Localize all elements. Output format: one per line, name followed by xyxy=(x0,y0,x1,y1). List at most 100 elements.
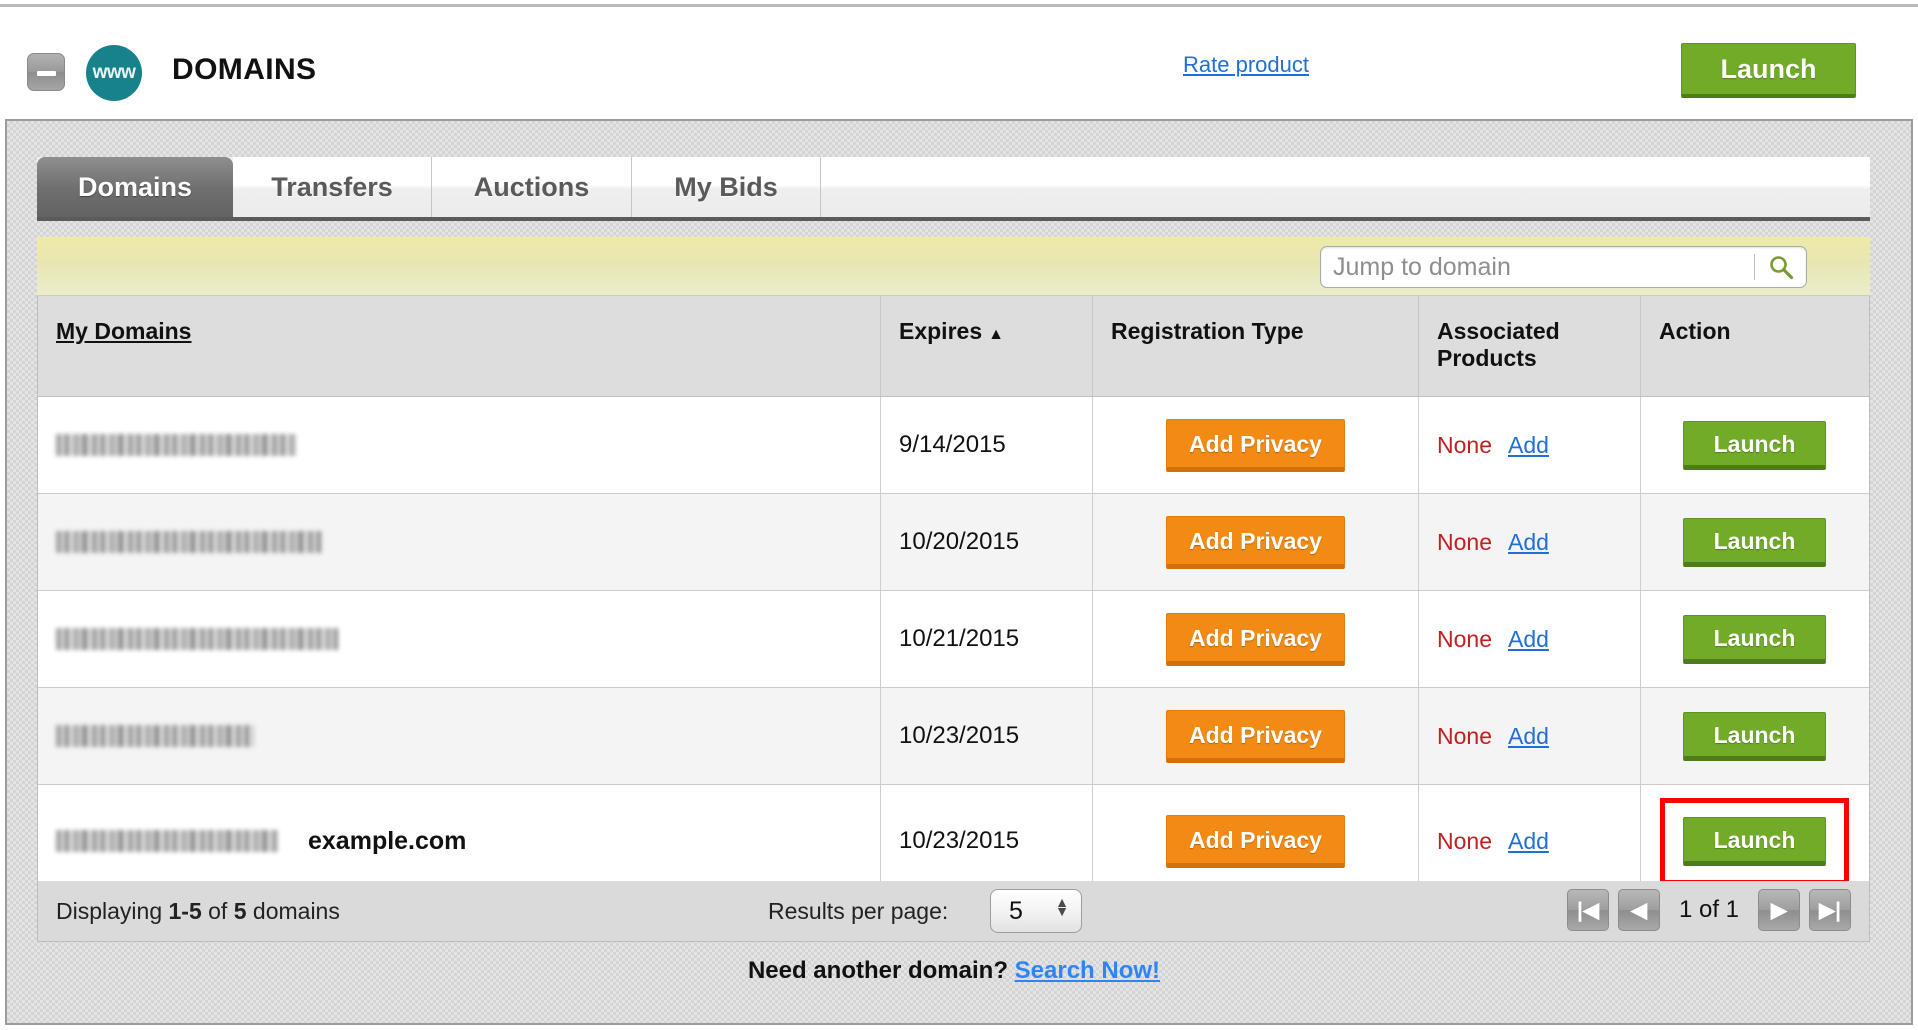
displaying-total: 5 xyxy=(233,898,247,924)
associated-add-link[interactable]: Add xyxy=(1507,722,1549,749)
add-privacy-button[interactable]: Add Privacy xyxy=(1166,814,1345,868)
page-indicator: 1 of 1 xyxy=(1678,896,1739,923)
header-launch-button[interactable]: Launch xyxy=(1681,43,1856,98)
cell-domain[interactable] xyxy=(38,397,881,493)
results-per-page-select[interactable]: 5 ▲ ▼ xyxy=(990,889,1082,933)
table-row[interactable]: 10/21/2015 Add Privacy None Add Launch xyxy=(38,591,1869,688)
displaying-suffix: domains xyxy=(246,898,340,924)
cell-associated-products: None Add xyxy=(1419,494,1641,590)
minus-icon[interactable] xyxy=(27,53,65,91)
associated-add-link[interactable]: Add xyxy=(1507,528,1549,555)
next-page-icon[interactable]: ▶ xyxy=(1758,889,1800,931)
associated-add-link[interactable]: Add xyxy=(1507,625,1549,652)
displaying-prefix: Displaying xyxy=(56,898,169,924)
table-row[interactable]: 9/14/2015 Add Privacy None Add Launch xyxy=(38,397,1869,494)
column-header-domain-label[interactable]: My Domains xyxy=(56,318,192,344)
redacted-domain-name xyxy=(56,531,322,553)
highlight-annotation: Launch xyxy=(1659,797,1850,885)
column-header-associated-products-label: Associated Products xyxy=(1437,318,1560,371)
need-another-domain-text: Need another domain? xyxy=(747,957,1008,984)
column-header-domain[interactable]: My Domains xyxy=(38,296,881,396)
table-footer: Displaying 1-5 of 5 domains Results per … xyxy=(37,881,1870,942)
redacted-domain-name xyxy=(56,725,254,747)
cell-registration-type: Add Privacy xyxy=(1093,397,1419,493)
launch-button[interactable]: Launch xyxy=(1682,517,1827,567)
cell-expires: 10/20/2015 xyxy=(881,494,1093,590)
redacted-domain-name xyxy=(56,628,338,650)
first-page-icon[interactable]: |◀ xyxy=(1566,889,1609,931)
tab-bar: Domains Transfers Auctions My Bids xyxy=(37,157,1870,221)
associated-add-link[interactable]: Add xyxy=(1507,431,1549,458)
add-privacy-button[interactable]: Add Privacy xyxy=(1166,612,1345,666)
tab-bar-filler xyxy=(821,157,1870,217)
tab-auctions[interactable]: Auctions xyxy=(432,157,632,217)
cell-domain[interactable]: example.com xyxy=(38,785,881,897)
page-title: DOMAINS xyxy=(172,53,317,86)
search-icon[interactable] xyxy=(1755,254,1806,280)
column-header-associated-products[interactable]: Associated Products xyxy=(1419,296,1641,396)
launch-button[interactable]: Launch xyxy=(1682,420,1827,470)
associated-none-label: None xyxy=(1437,722,1492,749)
associated-none-label: None xyxy=(1437,625,1492,652)
table-body: 9/14/2015 Add Privacy None Add Launch 10… xyxy=(38,397,1869,897)
add-privacy-button[interactable]: Add Privacy xyxy=(1166,515,1345,569)
add-privacy-button[interactable]: Add Privacy xyxy=(1166,418,1345,472)
associated-none-label: None xyxy=(1437,431,1492,458)
pagination: |◀ ◀ 1 of 1 ▶ ▶| xyxy=(1566,889,1851,931)
table-row[interactable]: example.com 10/23/2015 Add Privacy None … xyxy=(38,785,1869,897)
launch-button[interactable]: Launch xyxy=(1682,711,1827,761)
redacted-domain-name xyxy=(56,434,296,456)
displaying-mid: of xyxy=(201,898,234,924)
cell-registration-type: Add Privacy xyxy=(1093,591,1419,687)
associated-none-label: None xyxy=(1437,827,1492,854)
column-header-action: Action xyxy=(1641,296,1868,396)
search-now-link[interactable]: Search Now! xyxy=(1014,957,1161,984)
search-divider xyxy=(1754,254,1756,280)
need-another-domain-note: Need another domain? Search Now! xyxy=(0,957,1908,985)
search-band xyxy=(37,237,1870,296)
cell-registration-type: Add Privacy xyxy=(1093,785,1419,897)
launch-button[interactable]: Launch xyxy=(1682,614,1827,664)
rate-product-link[interactable]: Rate product xyxy=(1183,52,1309,77)
add-privacy-button[interactable]: Add Privacy xyxy=(1166,709,1345,763)
displaying-count: Displaying 1-5 of 5 domains xyxy=(56,898,340,925)
cell-domain[interactable] xyxy=(38,688,881,784)
stepper-icon[interactable]: ▲ ▼ xyxy=(1055,894,1069,919)
column-header-registration-type[interactable]: Registration Type xyxy=(1093,296,1419,396)
cell-expires: 10/23/2015 xyxy=(881,688,1093,784)
table-row[interactable]: 10/23/2015 Add Privacy None Add Launch xyxy=(38,688,1869,785)
tab-domains-label: Domains xyxy=(77,171,193,202)
cell-registration-type: Add Privacy xyxy=(1093,494,1419,590)
tab-transfers[interactable]: Transfers xyxy=(233,157,432,217)
cell-action: Launch xyxy=(1641,688,1868,784)
app-header: www DOMAINS Rate product Launch xyxy=(0,4,1918,116)
column-header-registration-type-label: Registration Type xyxy=(1111,318,1304,344)
cell-action: Launch xyxy=(1641,785,1868,897)
search-input[interactable] xyxy=(1321,252,1755,282)
associated-add-link[interactable]: Add xyxy=(1507,827,1549,854)
cell-action: Launch xyxy=(1641,591,1868,687)
cell-expires: 10/23/2015 xyxy=(881,785,1093,897)
cell-action: Launch xyxy=(1641,397,1868,493)
cell-domain[interactable] xyxy=(38,494,881,590)
results-per-page-value: 5 xyxy=(1009,896,1023,925)
tab-my-bids-label: My Bids xyxy=(674,171,778,202)
prev-page-icon[interactable]: ◀ xyxy=(1617,889,1660,931)
tab-domains[interactable]: Domains xyxy=(37,157,233,217)
launch-button-highlighted[interactable]: Launch xyxy=(1682,816,1827,866)
cell-associated-products: None Add xyxy=(1419,688,1641,784)
cell-associated-products: None Add xyxy=(1419,785,1641,897)
cell-domain[interactable] xyxy=(38,591,881,687)
search-box[interactable] xyxy=(1320,246,1807,288)
tab-auctions-label: Auctions xyxy=(473,171,590,202)
domains-table: My Domains Expires ▲ Registration Type As… xyxy=(37,296,1870,898)
column-header-expires-label: Expires xyxy=(899,318,983,344)
table-row[interactable]: 10/20/2015 Add Privacy None Add Launch xyxy=(38,494,1869,591)
column-header-expires[interactable]: Expires ▲ xyxy=(881,296,1093,396)
tab-my-bids[interactable]: My Bids xyxy=(632,157,821,217)
sort-ascending-icon: ▲ xyxy=(988,326,1004,343)
associated-none-label: None xyxy=(1437,528,1492,555)
table-header-row: My Domains Expires ▲ Registration Type As… xyxy=(38,296,1869,397)
last-page-icon[interactable]: ▶| xyxy=(1809,889,1851,931)
